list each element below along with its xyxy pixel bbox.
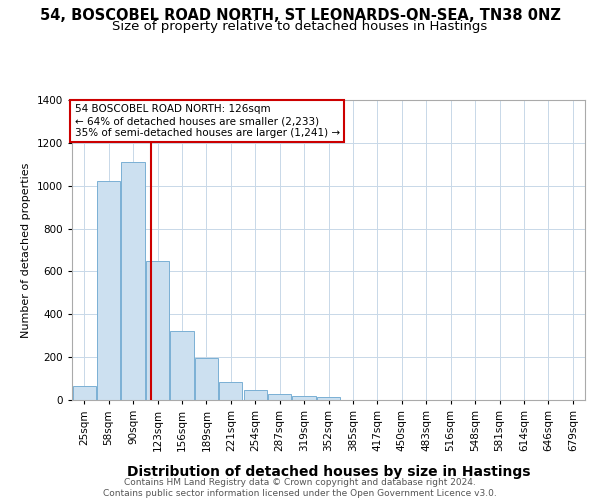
Text: 54, BOSCOBEL ROAD NORTH, ST LEONARDS-ON-SEA, TN38 0NZ: 54, BOSCOBEL ROAD NORTH, ST LEONARDS-ON-…	[40, 8, 560, 22]
X-axis label: Distribution of detached houses by size in Hastings: Distribution of detached houses by size …	[127, 465, 530, 479]
Bar	[219, 382, 242, 400]
Bar	[244, 390, 267, 400]
Bar	[121, 162, 145, 400]
Bar	[268, 394, 291, 400]
Bar	[146, 260, 169, 400]
Bar	[170, 332, 194, 400]
Text: 54 BOSCOBEL ROAD NORTH: 126sqm
← 64% of detached houses are smaller (2,233)
35% : 54 BOSCOBEL ROAD NORTH: 126sqm ← 64% of …	[74, 104, 340, 138]
Bar	[195, 358, 218, 400]
Bar	[97, 182, 120, 400]
Bar	[292, 396, 316, 400]
Bar	[73, 386, 96, 400]
Text: Size of property relative to detached houses in Hastings: Size of property relative to detached ho…	[112, 20, 488, 33]
Y-axis label: Number of detached properties: Number of detached properties	[21, 162, 31, 338]
Bar	[317, 397, 340, 400]
Text: Contains HM Land Registry data © Crown copyright and database right 2024.
Contai: Contains HM Land Registry data © Crown c…	[103, 478, 497, 498]
